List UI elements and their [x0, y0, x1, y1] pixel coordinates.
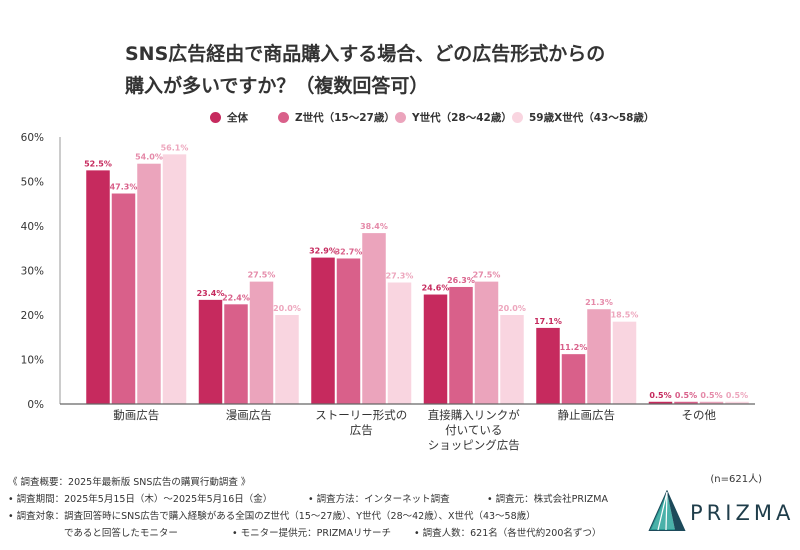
bar-data-label: 21.3%	[585, 298, 613, 307]
legend-item-all: 全体	[210, 110, 248, 125]
bar	[612, 321, 637, 404]
footer-provider: • モニター提供元：PRIZMAリサーチ	[232, 528, 391, 539]
bar	[86, 170, 110, 404]
footer-summary: 《 調査概要：2025年最新版 SNS広告の購買行動調査 》	[8, 477, 251, 488]
title-line-1: SNS広告経由で商品購入する場合、どの広告形式からの	[125, 43, 606, 65]
legend-item-gen-x: 59歳X世代（43〜58歳）	[512, 110, 654, 125]
bar-data-label: 26.3%	[447, 276, 475, 285]
footer-target: • 調査対象：調査回答時にSNS広告で購入経験がある全国のZ世代（15〜27歳）…	[8, 511, 536, 522]
bar-data-label: 56.1%	[161, 143, 189, 152]
y-tick-label: 30%	[21, 266, 44, 278]
bar-data-label: 24.6%	[422, 284, 450, 293]
bar	[162, 154, 187, 404]
footer-source: • 調査元：株式会社PRIZMA	[487, 494, 608, 505]
bar-data-label: 32.7%	[335, 247, 363, 256]
x-category-label: 動画広告	[113, 408, 159, 422]
bar	[362, 233, 386, 404]
bar	[249, 281, 274, 404]
bar	[137, 163, 161, 404]
legend-item-gen-y: Y世代（28〜42歳）	[395, 110, 512, 125]
bar-data-label: 17.1%	[534, 317, 562, 326]
chart-title: SNS広告経由で商品購入する場合、どの広告形式からの 購入が多いですか？（複数回…	[125, 38, 685, 102]
bar	[561, 354, 586, 404]
bar	[311, 257, 335, 404]
legend-swatch	[210, 112, 221, 123]
bar-data-label: 27.5%	[473, 271, 501, 280]
y-tick-label: 0%	[27, 399, 44, 411]
x-category-label: 直接購入リンクが	[428, 408, 520, 422]
bar-data-label: 54.0%	[135, 153, 163, 162]
legend-label: 59歳X世代（43〜58歳）	[529, 112, 655, 124]
footer-period: • 調査期間：2025年5月15日（木）〜2025年5月16日（金）	[8, 494, 273, 505]
footer-method: • 調査方法：インターネット調査	[308, 494, 450, 505]
bar	[111, 193, 136, 404]
x-category-label: ショッピング広告	[428, 438, 520, 452]
bar	[224, 304, 248, 404]
y-tick-label: 60%	[21, 132, 44, 144]
logo-text: PRIZMA	[690, 501, 795, 525]
legend-swatch	[512, 112, 523, 123]
bar-data-label: 0.5%	[700, 391, 722, 400]
footer-count: • 調査人数：621名（各世代約200名ずつ）	[414, 528, 602, 539]
x-category-label: 静止画広告	[558, 408, 616, 422]
title-line-2: 購入が多いですか？（複数回答可）	[125, 75, 429, 97]
bar	[674, 401, 698, 404]
bar-data-label: 20.0%	[498, 304, 526, 313]
legend: 全体 Z世代（15〜27歳） Y世代（28〜42歳） 59歳X世代（43〜58歳…	[0, 110, 800, 130]
x-category-label: その他	[682, 408, 717, 422]
bar	[500, 315, 524, 404]
bar	[474, 281, 499, 404]
y-tick-label: 10%	[21, 355, 44, 367]
bar	[725, 401, 749, 404]
bar-data-label: 27.5%	[248, 271, 276, 280]
bar-data-label: 20.0%	[273, 304, 301, 313]
bar-chart: 0% 10% 20% 30% 40% 50% 60% 52.5% 47.3% 54.0%56.1%…	[21, 132, 755, 452]
bar	[587, 309, 611, 404]
bar-data-label: 11.2%	[560, 343, 588, 352]
footer-target-cont: であると回答したモニター	[64, 528, 178, 539]
x-category-label: 付いている	[445, 423, 502, 437]
legend-item-gen-z: Z世代（15〜27歳）	[278, 110, 395, 125]
y-tick-label: 20%	[21, 310, 44, 322]
legend-swatch	[395, 112, 406, 123]
x-category-label: 広告	[350, 423, 373, 437]
bar-data-label: 22.4%	[222, 293, 250, 302]
bar-data-label: 38.4%	[360, 222, 388, 231]
bar	[449, 286, 473, 404]
bar-data-label: 52.5%	[84, 159, 112, 168]
bar-data-label: 32.9%	[309, 247, 337, 256]
x-category-label: ストーリー形式の	[315, 408, 407, 422]
bar-data-label: 47.3%	[110, 183, 138, 192]
prizma-logo: PRIZMA	[648, 489, 798, 535]
legend-swatch	[278, 112, 289, 123]
legend-label: 全体	[227, 112, 248, 124]
y-tick-label: 50%	[21, 177, 44, 189]
bar-data-label: 0.5%	[675, 391, 697, 400]
bar	[423, 294, 448, 404]
bar	[275, 315, 299, 404]
bar	[198, 299, 223, 404]
bar	[536, 327, 560, 404]
prizma-prism-icon	[648, 489, 686, 531]
bar-data-label: 0.5%	[726, 391, 748, 400]
legend-label: Y世代（28〜42歳）	[412, 112, 512, 124]
bar-data-label: 27.3%	[386, 272, 414, 281]
bar	[648, 401, 673, 404]
bar	[699, 401, 724, 404]
bar-data-label: 18.5%	[611, 311, 639, 320]
y-tick-label: 40%	[21, 221, 44, 233]
legend-label: Z世代（15〜27歳）	[295, 112, 395, 124]
bar	[387, 282, 412, 404]
sample-size-note: (n=621人)	[710, 474, 762, 485]
bar	[336, 258, 361, 404]
bar-data-label: 23.4%	[197, 289, 225, 298]
x-category-label: 漫画広告	[226, 408, 272, 422]
bar-data-label: 0.5%	[649, 391, 671, 400]
